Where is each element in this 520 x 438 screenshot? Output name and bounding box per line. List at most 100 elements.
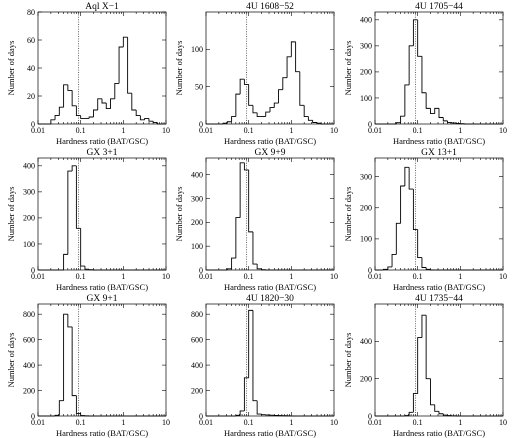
plot-frame (205, 11, 335, 125)
y-tick-label: 100 (191, 242, 203, 251)
y-tick-label: 400 (23, 361, 35, 370)
histogram-bin (282, 77, 288, 90)
x-tick-label: 1 (458, 418, 462, 427)
y-tick-label: 300 (360, 172, 372, 181)
histogram-series (375, 166, 503, 271)
histogram-bin (63, 253, 68, 270)
histogram-bin (54, 414, 60, 416)
y-tick-label: 400 (191, 170, 203, 179)
histogram-bin (252, 231, 258, 265)
histogram-bin (222, 122, 228, 124)
histogram-bin (239, 162, 245, 218)
x-axis-label: Hardness ratio (BAT/GSC) (393, 282, 485, 292)
y-tick-label: 300 (23, 188, 35, 197)
histogram-bin (387, 266, 393, 270)
x-tick-label: 10 (330, 126, 338, 135)
histogram-bin (307, 116, 313, 121)
x-tick-label: 0.01 (368, 126, 382, 135)
x-tick-label: 1 (121, 272, 125, 281)
histogram-bin (417, 19, 422, 57)
y-tick-label: 50 (195, 82, 203, 91)
chart-panel-9: 4U 1735−44 0.01 0.1 1 10 0 200 400 Hardness rati… (343, 294, 507, 438)
y-tick-label: 200 (23, 386, 35, 395)
histogram-bin (144, 117, 149, 120)
x-axis-label: Hardness ratio (BAT/GSC) (224, 428, 316, 438)
y-axis-label: Number of days (174, 187, 184, 242)
y-tick-label: 800 (191, 310, 203, 319)
x-tick-label: 0.01 (368, 272, 382, 281)
histogram-bin (451, 122, 457, 124)
histogram-bin (71, 90, 77, 107)
histogram-bin (239, 78, 245, 95)
histogram-bin (412, 189, 418, 231)
histogram-bin (391, 253, 397, 267)
y-tick-label: 0 (199, 266, 203, 275)
chart-title: 4U 1705−44 (415, 2, 463, 12)
y-tick-label: 300 (191, 194, 203, 203)
histogram-bin (261, 414, 266, 416)
histogram-bin (442, 117, 448, 122)
histogram-bin (71, 165, 77, 172)
y-tick-label: 200 (360, 68, 372, 77)
histogram-bin (67, 314, 73, 328)
histogram-bin (417, 337, 422, 394)
x-tick-label: 10 (162, 126, 170, 135)
plot-frame (374, 303, 504, 417)
y-tick-label: 60 (27, 36, 35, 45)
y-tick-label: 200 (191, 218, 203, 227)
histogram-bin (425, 315, 431, 380)
histogram-bin (408, 411, 414, 416)
histogram-bin (63, 313, 68, 401)
y-axis-label: Number of days (174, 41, 184, 96)
chart-panel-7: GX 9+1 0.01 0.1 1 10 0 200 400 600 800 Hardness ra… (6, 294, 170, 438)
x-tick-label: 1 (289, 272, 293, 281)
histogram-bin (383, 268, 388, 270)
y-tick-label: 200 (23, 214, 35, 223)
histogram-bin (114, 82, 120, 99)
histogram-bin (256, 264, 262, 270)
y-axis-label: Number of days (6, 187, 16, 242)
x-axis-label: Hardness ratio (BAT/GSC) (393, 428, 485, 438)
histogram-bin (135, 110, 141, 117)
x-tick-label: 0.1 (413, 418, 423, 427)
histogram-bin (295, 41, 300, 73)
histogram-bin (425, 92, 431, 109)
histogram-bin (395, 222, 401, 255)
chart-title: GX 9+1 (87, 294, 118, 304)
x-tick-label: 0.01 (199, 418, 213, 427)
histogram-bin (243, 377, 249, 411)
y-tick-label: 600 (191, 335, 203, 344)
y-axis-label: Number of days (6, 333, 16, 388)
histogram-bin (248, 84, 253, 106)
histogram-bin (58, 400, 64, 416)
x-tick-label: 10 (499, 272, 507, 281)
histogram-bin (412, 19, 418, 46)
y-tick-label: 400 (191, 361, 203, 370)
y-tick-label: 0 (31, 120, 35, 129)
y-tick-label: 200 (360, 374, 372, 383)
histogram-series (206, 41, 334, 125)
histogram-bin (152, 121, 158, 124)
histogram-bin (447, 415, 452, 417)
x-tick-label: 0.1 (413, 272, 423, 281)
x-tick-label: 10 (499, 418, 507, 427)
x-tick-label: 1 (458, 272, 462, 281)
histogram-bin (421, 257, 427, 268)
histogram-bin (425, 267, 431, 270)
y-axis-label: Number of days (343, 187, 353, 242)
y-tick-label: 400 (360, 337, 372, 346)
x-tick-label: 0.1 (244, 126, 254, 135)
y-tick-label: 400 (23, 162, 35, 171)
histogram-bin (265, 111, 270, 117)
histogram-series (38, 36, 166, 125)
plot-frame (374, 11, 504, 125)
histogram-bin (417, 229, 422, 259)
y-tick-label: 200 (191, 386, 203, 395)
y-tick-label: 0 (31, 412, 35, 421)
histogram-bin (312, 120, 317, 123)
histogram-bin (404, 166, 410, 186)
plot-frame (37, 157, 167, 271)
histogram-bin (455, 122, 461, 124)
histogram-bin (256, 112, 262, 117)
